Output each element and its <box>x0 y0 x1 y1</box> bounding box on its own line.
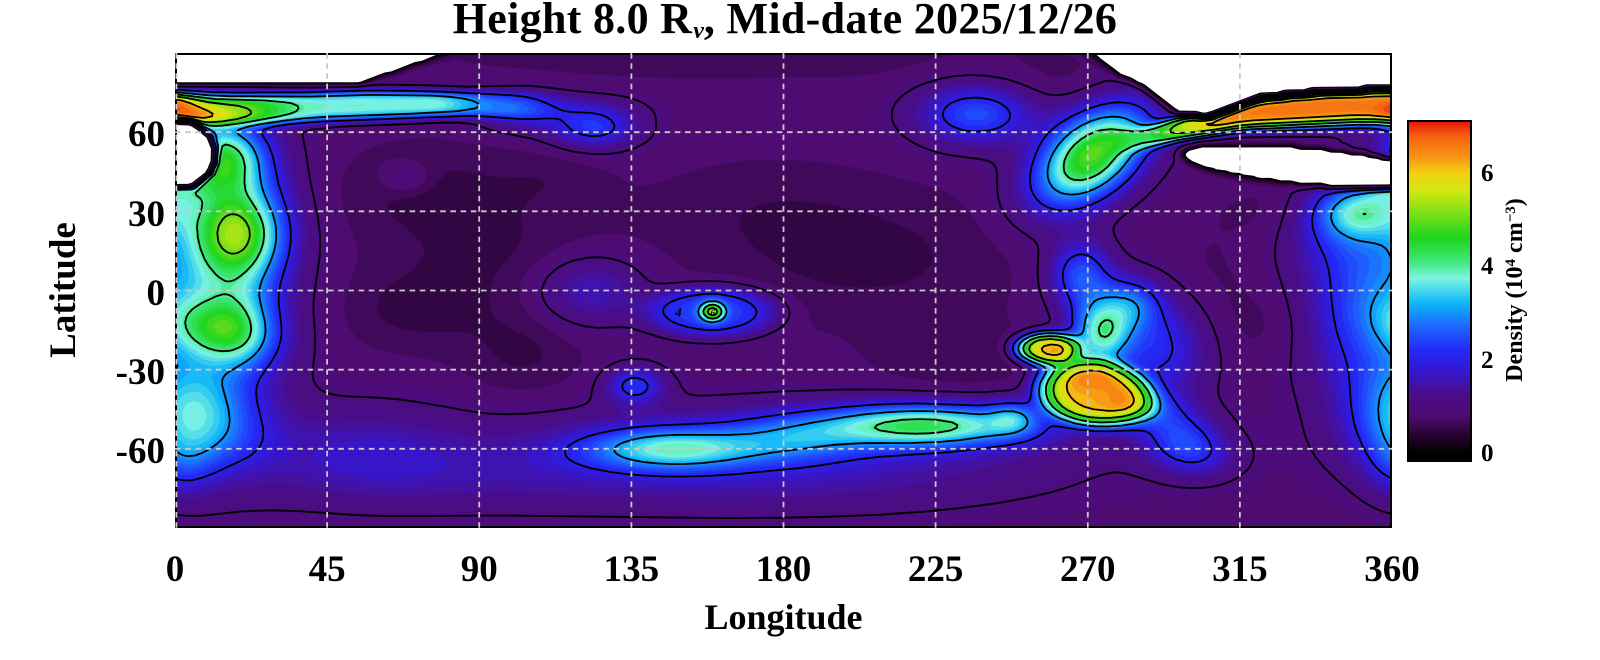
svg-text:4: 4 <box>674 304 682 319</box>
svg-text:6: 6 <box>711 308 716 318</box>
